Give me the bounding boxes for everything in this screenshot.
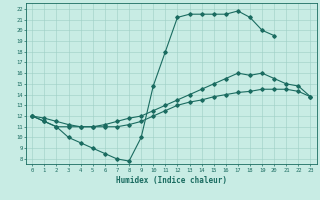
X-axis label: Humidex (Indice chaleur): Humidex (Indice chaleur): [116, 176, 227, 185]
